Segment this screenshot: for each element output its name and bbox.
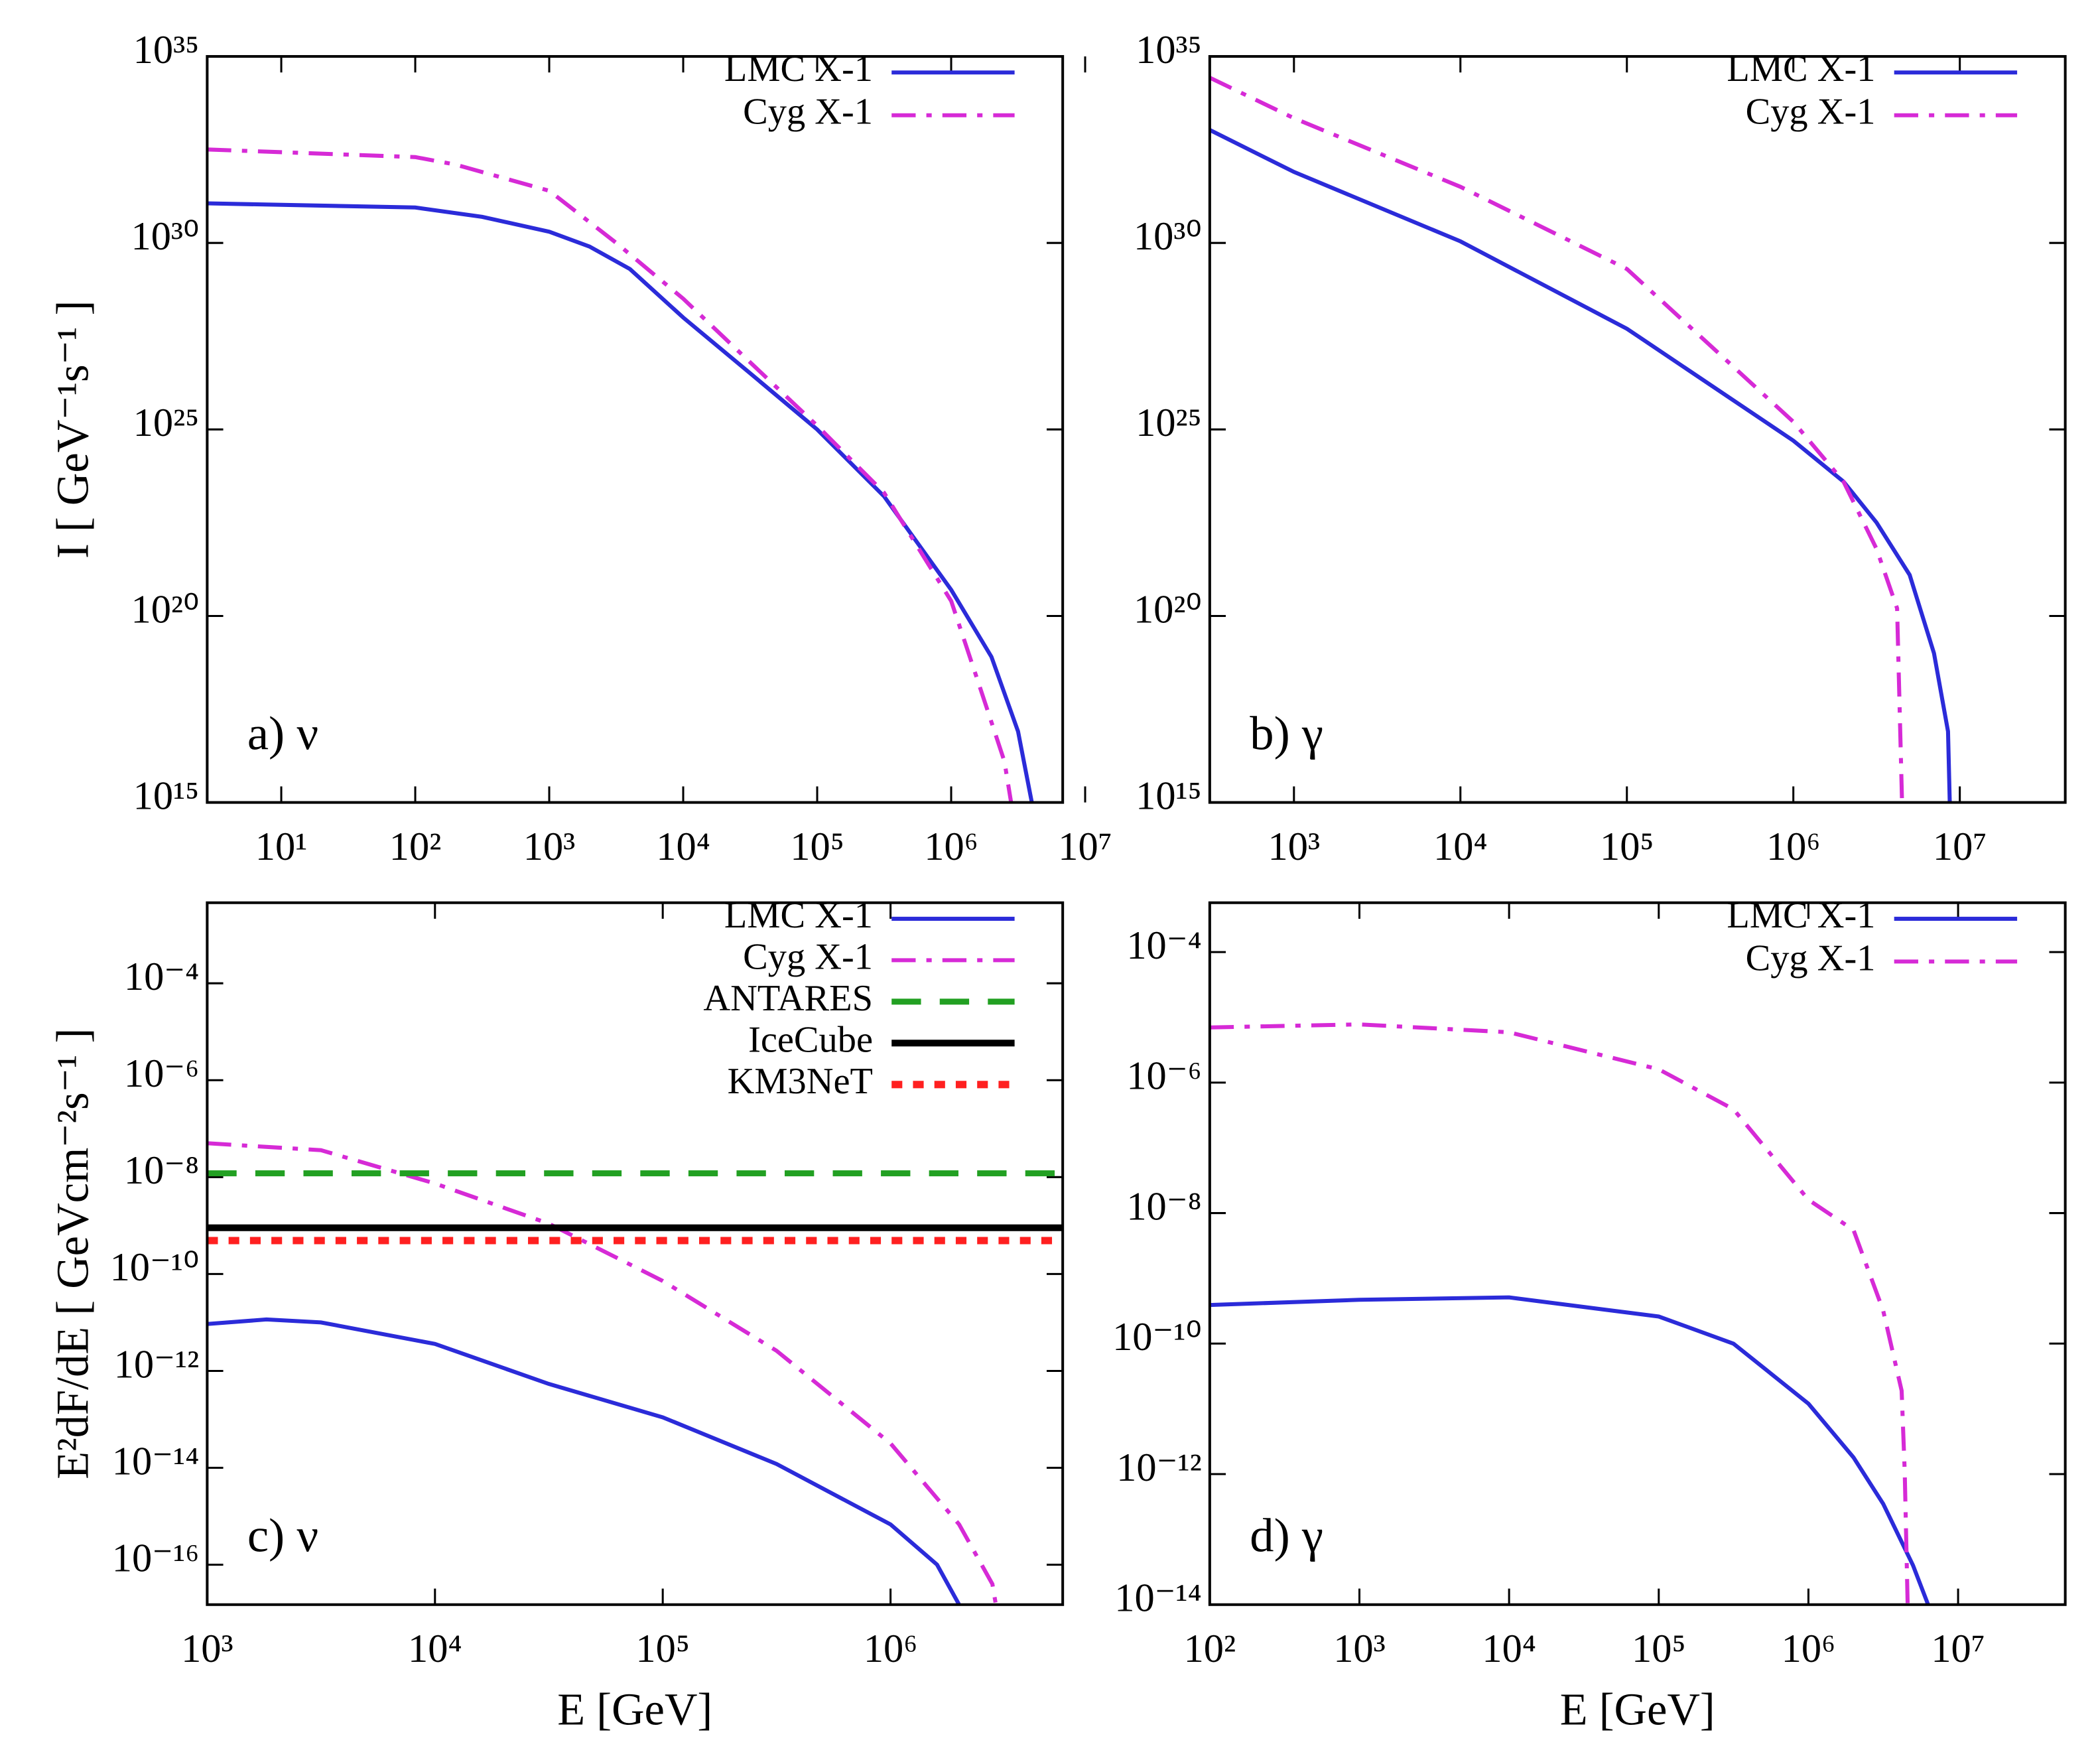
- y-tick-label: 10⁻¹²: [1116, 1446, 1202, 1490]
- y-tick-label: 10⁻¹⁶: [112, 1536, 200, 1580]
- x-tick-label: 10³: [1268, 825, 1321, 869]
- x-tick-label: 10²: [1184, 1627, 1236, 1671]
- y-tick-label: 10⁻¹²: [114, 1342, 200, 1387]
- panel: 10² 10³ 10⁴ 10⁵ 10⁶ 10⁷ 10⁻¹⁴ 10⁻¹² 10⁻¹⁰ 10⁻⁸ 10⁻…: [1112, 895, 2067, 1735]
- legend-label: LMC X-1: [1727, 48, 1875, 90]
- y-axis-label: E²dF/dE [ GeVcm⁻²s⁻¹ ]: [48, 1028, 98, 1479]
- y-tick-label: 10⁻⁶: [1126, 1054, 1201, 1099]
- y-tick-label: 10⁻⁸: [124, 1148, 199, 1193]
- x-tick-label: 10²: [389, 825, 442, 869]
- y-tick-label: 10⁻⁴: [1126, 923, 1201, 968]
- panel: 10³ 10⁴ 10⁵ 10⁶ 10⁷ 10¹⁵ 10²⁰ 10²⁵ 10³⁰ 10³⁵ LMC X…: [1134, 28, 2067, 869]
- x-tick-label: 10³: [523, 825, 576, 869]
- y-tick-label: 10³⁵: [1136, 28, 1202, 72]
- panel: 10¹ 10² 10³ 10⁴ 10⁵ 10⁶ 10⁷ 10¹⁵ 10²⁰ 10²⁵ 10³⁰ 10³…: [48, 28, 1112, 869]
- y-tick-label: 10⁻¹⁴: [112, 1439, 200, 1483]
- y-tick-label: 10²⁵: [1136, 401, 1202, 445]
- x-tick-label: 10⁵: [1600, 825, 1654, 869]
- series-line: [207, 201, 1034, 803]
- x-tick-label: 10³: [1333, 1627, 1386, 1671]
- y-tick-label: 10²⁵: [133, 401, 200, 445]
- panel-label: d) γ: [1250, 1509, 1323, 1562]
- y-tick-label: 10²⁰: [131, 587, 199, 632]
- series-line: [207, 1141, 998, 1605]
- x-axis-label: E [GeV]: [1560, 1684, 1715, 1735]
- legend-label: IceCube: [748, 1019, 873, 1060]
- y-tick-label: 10⁻⁸: [1126, 1184, 1201, 1229]
- plot-frame: [1208, 55, 2067, 804]
- x-tick-label: 10⁴: [1433, 825, 1488, 869]
- x-tick-label: 10⁴: [1482, 1627, 1536, 1671]
- plot-frame: [1208, 901, 2067, 1606]
- x-tick-label: 10⁶: [1766, 825, 1821, 869]
- legend-label: Cyg X-1: [743, 92, 873, 133]
- plot-frame: [206, 901, 1065, 1606]
- x-tick-label: 10⁴: [408, 1627, 462, 1671]
- x-tick-label: 10⁶: [1782, 1627, 1836, 1671]
- panel-label: c) ν: [247, 1509, 318, 1562]
- series-line: [1209, 128, 1952, 803]
- y-tick-label: 10³⁵: [133, 28, 200, 72]
- x-tick-label: 10⁷: [1931, 1627, 1985, 1671]
- panel-label: b) γ: [1250, 707, 1323, 760]
- x-tick-label: 10⁷: [1058, 825, 1112, 869]
- y-axis-label: I [ GeV⁻¹s⁻¹ ]: [48, 301, 98, 559]
- series-line: [207, 1317, 961, 1605]
- x-tick-label: 10⁵: [790, 825, 844, 869]
- y-tick-label: 10⁻⁶: [124, 1052, 199, 1096]
- x-tick-label: 10⁵: [1632, 1627, 1686, 1671]
- legend-label: KM3NeT: [728, 1061, 873, 1102]
- legend-label: Cyg X-1: [743, 936, 873, 977]
- legend-label: ANTARES: [703, 978, 873, 1019]
- legend-label: Cyg X-1: [1746, 92, 1876, 133]
- y-tick-label: 10²⁰: [1134, 587, 1202, 632]
- series-line: [1209, 1295, 1930, 1605]
- legend-label: LMC X-1: [724, 895, 873, 936]
- series-line: [1209, 76, 1904, 803]
- x-tick-label: 10⁷: [1933, 825, 1987, 869]
- y-tick-label: 10⁻¹⁴: [1114, 1576, 1202, 1621]
- x-tick-label: 10⁶: [924, 825, 978, 869]
- x-tick-label: 10⁴: [656, 825, 710, 869]
- x-axis-label: E [GeV]: [557, 1684, 712, 1735]
- legend-label: LMC X-1: [724, 48, 873, 90]
- legend-label: LMC X-1: [1727, 895, 1875, 936]
- y-tick-label: 10¹⁵: [1136, 774, 1202, 818]
- y-tick-label: 10³⁰: [131, 214, 199, 259]
- legend-label: Cyg X-1: [1746, 937, 1876, 979]
- y-tick-label: 10¹⁵: [133, 774, 200, 818]
- y-tick-label: 10⁻¹⁰: [1112, 1315, 1202, 1359]
- x-tick-label: 10⁶: [864, 1627, 918, 1671]
- y-tick-label: 10⁻¹⁰: [110, 1245, 200, 1290]
- x-tick-label: 10¹: [255, 825, 308, 869]
- x-tick-label: 10³: [181, 1627, 233, 1671]
- x-tick-label: 10⁵: [635, 1627, 690, 1671]
- series-line: [207, 147, 1014, 803]
- plot-frame: [206, 55, 1065, 804]
- panel: 10³ 10⁴ 10⁵ 10⁶ 10⁻¹⁶ 10⁻¹⁴ 10⁻¹² 10⁻¹⁰ 10⁻⁸ 10⁻⁶…: [48, 895, 1065, 1735]
- y-tick-label: 10⁻⁴: [124, 955, 199, 999]
- y-tick-label: 10³⁰: [1134, 214, 1202, 259]
- panel-label: a) ν: [247, 707, 318, 760]
